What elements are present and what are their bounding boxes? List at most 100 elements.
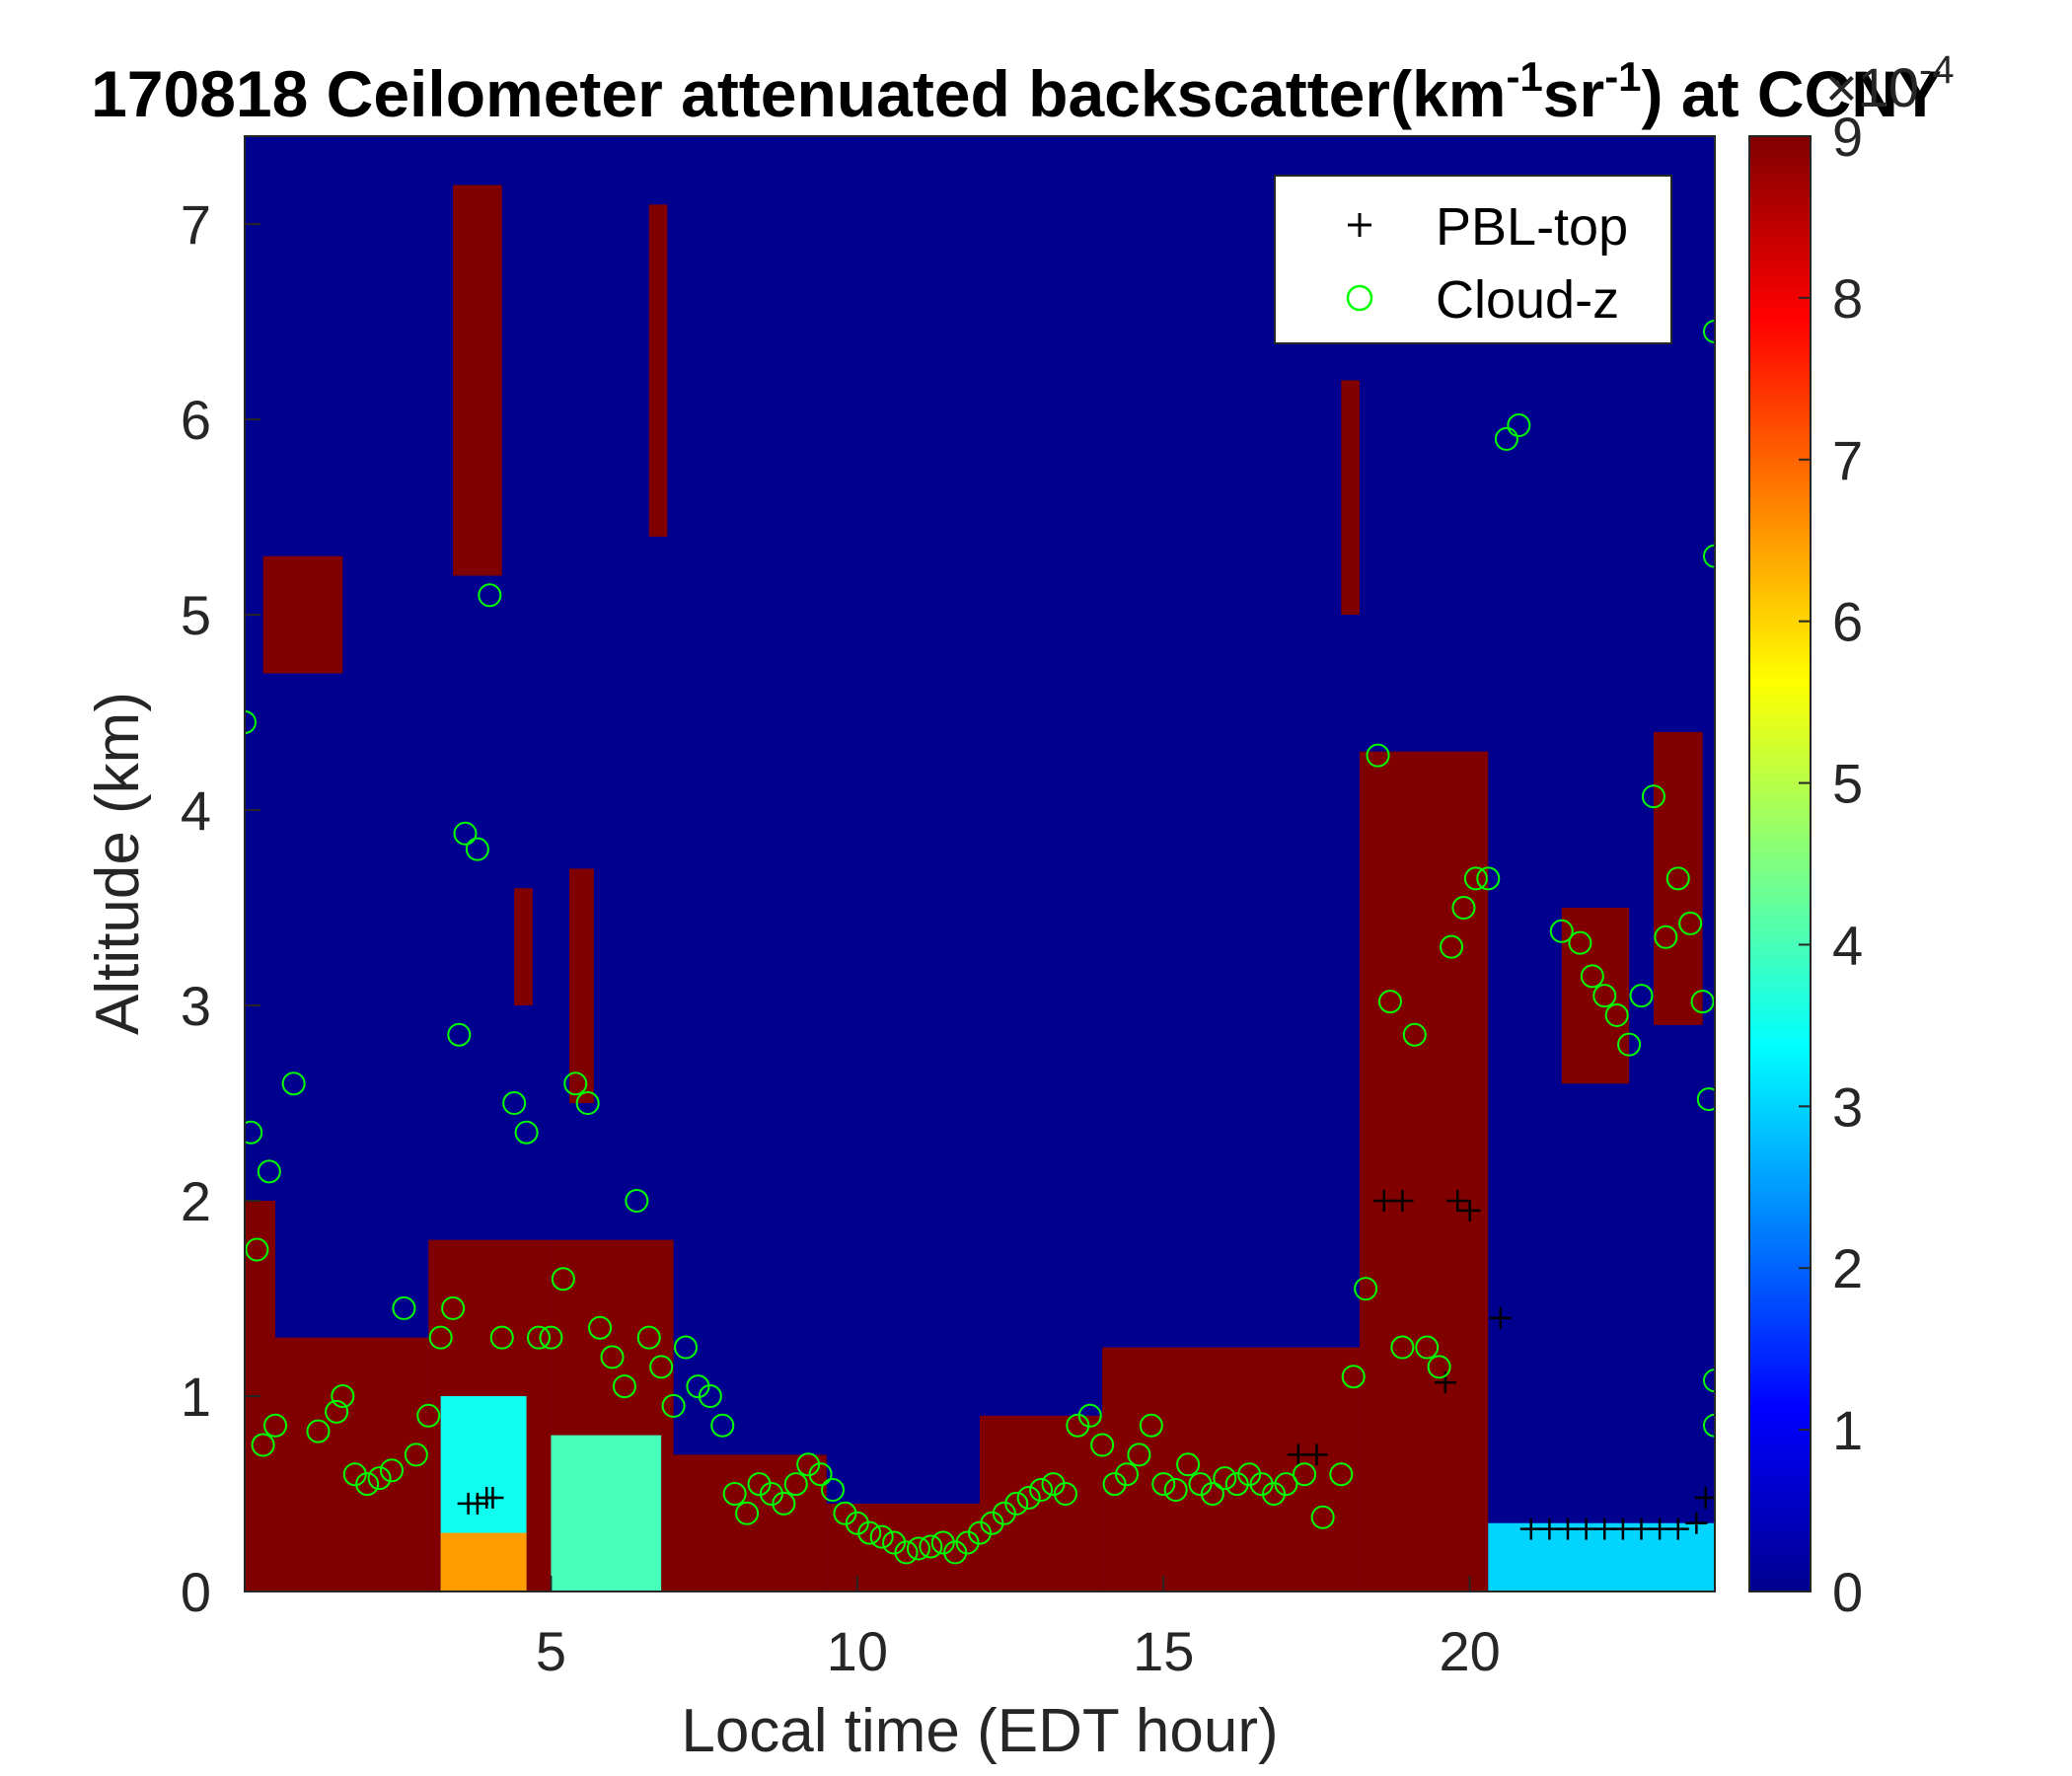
cloud-z-marker bbox=[1415, 1335, 1440, 1360]
cloud-z-marker bbox=[882, 1530, 907, 1555]
heatmap-region bbox=[1488, 1522, 1715, 1591]
cloud-z-marker bbox=[1176, 1452, 1201, 1477]
cloud-z-marker bbox=[772, 1491, 796, 1516]
cloud-z-marker bbox=[306, 1419, 331, 1443]
cloud-z-markers bbox=[245, 319, 1715, 1565]
heatmap-region bbox=[514, 888, 533, 1006]
colorbar-tick-label: 1 bbox=[1832, 1399, 1863, 1461]
cloud-z-marker bbox=[1617, 1032, 1642, 1057]
cloud-z-marker bbox=[943, 1540, 968, 1565]
cloud-z-marker bbox=[575, 1091, 600, 1116]
cloud-z-marker bbox=[367, 1466, 392, 1491]
colorbar-tick-label: 0 bbox=[1832, 1561, 1863, 1623]
cloud-z-marker bbox=[325, 1399, 349, 1424]
heatmap-region bbox=[1341, 380, 1360, 616]
colorbar-tick-label: 4 bbox=[1832, 914, 1863, 976]
cloud-z-marker bbox=[1200, 1482, 1224, 1507]
cloud-z-marker bbox=[1293, 1462, 1317, 1487]
cloud-z-marker bbox=[1066, 1413, 1090, 1438]
heatmap-region bbox=[551, 1435, 662, 1591]
cloud-z-marker bbox=[1127, 1443, 1151, 1467]
cloud-z-marker bbox=[1549, 919, 1574, 943]
cloud-z-marker bbox=[1390, 1335, 1415, 1360]
y-tick-label: 5 bbox=[181, 584, 211, 646]
cloud-z-marker bbox=[1494, 426, 1518, 451]
x-axis-label: Local time (EDT hour) bbox=[681, 1697, 1278, 1765]
pbl-top-marker bbox=[1575, 1517, 1597, 1540]
cloud-z-marker bbox=[478, 583, 502, 608]
cloud-z-marker bbox=[1580, 964, 1604, 989]
cloud-z-marker bbox=[747, 1472, 772, 1497]
cloud-z-marker bbox=[551, 1267, 575, 1292]
cloud-z-marker bbox=[245, 1120, 263, 1145]
cloud-z-marker bbox=[1402, 1022, 1427, 1047]
pbl-top-marker bbox=[1611, 1517, 1634, 1540]
cloud-z-marker bbox=[1696, 1087, 1715, 1112]
cloud-z-marker bbox=[1004, 1491, 1029, 1516]
cloud-z-marker bbox=[1077, 1403, 1102, 1428]
cloud-z-marker bbox=[1665, 866, 1690, 891]
backscatter-heatmap bbox=[245, 136, 1715, 1591]
heatmap-region bbox=[1561, 908, 1630, 1084]
colorbar-tick-label: 8 bbox=[1832, 267, 1863, 330]
cloud-z-marker bbox=[380, 1458, 404, 1483]
cloud-z-marker bbox=[563, 1072, 588, 1096]
cloud-z-marker bbox=[1053, 1482, 1077, 1507]
cloud-z-marker bbox=[869, 1524, 894, 1549]
plot-frame bbox=[244, 135, 1716, 1592]
cloud-z-marker bbox=[1310, 1505, 1335, 1529]
cloud-z-marker bbox=[1249, 1472, 1274, 1497]
cloud-z-marker bbox=[1654, 925, 1678, 949]
colorbar-tick-label: 5 bbox=[1832, 753, 1863, 815]
cloud-z-marker bbox=[1703, 319, 1715, 343]
x-tick-label: 10 bbox=[827, 1620, 888, 1682]
cloud-z-marker bbox=[1463, 866, 1488, 891]
cloud-z-marker bbox=[661, 1393, 686, 1418]
y-axis-label: Altitude (km) bbox=[84, 692, 152, 1035]
pbl-top-marker bbox=[1391, 1190, 1414, 1213]
legend-label-cloud-z: Cloud-z bbox=[1436, 270, 1619, 330]
cloud-z-marker bbox=[331, 1384, 355, 1409]
cloud-z-marker bbox=[1262, 1482, 1286, 1507]
cloud-z-marker bbox=[1237, 1462, 1262, 1487]
cloud-z-marker bbox=[783, 1472, 808, 1497]
heatmap-region bbox=[262, 555, 343, 674]
cloud-z-marker bbox=[649, 1355, 674, 1379]
cloud-z-marker bbox=[416, 1403, 441, 1428]
heatmap-region bbox=[648, 204, 668, 537]
cloud-z-marker bbox=[722, 1482, 747, 1507]
cloud-z-marker bbox=[251, 1433, 275, 1457]
cloud-z-marker bbox=[1476, 866, 1501, 891]
y-tick-label: 2 bbox=[181, 1170, 211, 1232]
cloud-z-marker bbox=[1604, 1002, 1629, 1027]
cloud-z-marker bbox=[845, 1511, 869, 1535]
cloud-z-marker bbox=[1090, 1433, 1115, 1457]
heatmap-region bbox=[1653, 731, 1703, 1025]
cloud-z-marker bbox=[1029, 1478, 1054, 1503]
cloud-z-marker bbox=[759, 1482, 783, 1507]
x-tick-label: 20 bbox=[1440, 1620, 1501, 1682]
cloud-z-marker bbox=[1115, 1462, 1139, 1487]
cloud-z-marker bbox=[263, 1413, 288, 1438]
pbl-top-marker bbox=[1287, 1443, 1309, 1466]
cloud-z-marker bbox=[1366, 743, 1390, 768]
legend-box bbox=[1274, 175, 1672, 344]
cloud-z-marker bbox=[808, 1462, 833, 1487]
y-tick-label: 0 bbox=[181, 1561, 211, 1623]
pbl-top-marker bbox=[1538, 1517, 1561, 1540]
cloud-z-marker bbox=[355, 1472, 380, 1497]
cloud-z-marker bbox=[600, 1345, 625, 1369]
pbl-top-marker bbox=[1694, 1486, 1715, 1509]
cloud-z-marker bbox=[1151, 1472, 1176, 1497]
colorbar bbox=[1748, 135, 1812, 1592]
y-tick-label: 3 bbox=[181, 975, 211, 1037]
cloud-z-marker bbox=[821, 1478, 845, 1503]
cloud-z-marker bbox=[1629, 984, 1654, 1008]
cloud-z-marker bbox=[1224, 1472, 1249, 1497]
cloud-z-marker bbox=[1213, 1466, 1237, 1491]
cloud-z-marker bbox=[404, 1443, 428, 1467]
cloud-z-marker bbox=[539, 1325, 563, 1350]
cloud-z-marker bbox=[1451, 896, 1476, 921]
colorbar-tick-label: 7 bbox=[1832, 429, 1863, 491]
